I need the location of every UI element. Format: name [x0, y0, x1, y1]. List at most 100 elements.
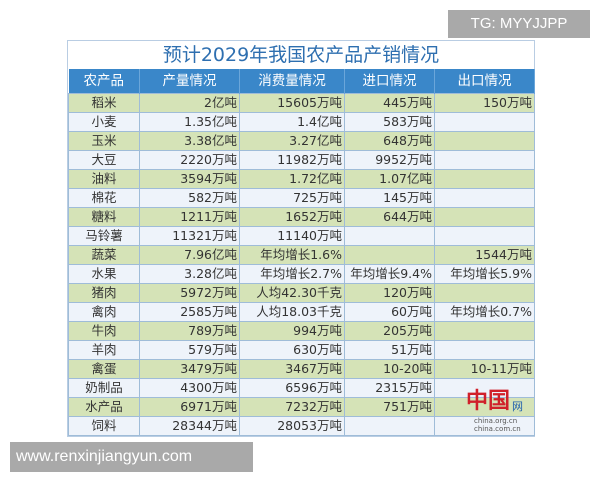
- value-cell: 10-20吨: [344, 359, 435, 379]
- table-title: 预计2029年我国农产品产销情况: [162, 44, 440, 66]
- product-name-cell: 蔬菜: [68, 245, 140, 265]
- product-name-cell: 小麦: [68, 112, 140, 132]
- value-cell: 1.35亿吨: [139, 112, 240, 132]
- value-cell: 5972万吨: [139, 283, 240, 303]
- value-cell: [434, 340, 535, 360]
- product-name-cell: 油料: [68, 169, 140, 189]
- value-cell: 11140万吨: [239, 226, 345, 246]
- produce-table-card: 预计2029年我国农产品产销情况 农产品 产量情况 消费量情况 进口情况 出口情况 稻米…: [67, 40, 535, 437]
- value-cell: 150万吨: [434, 93, 535, 113]
- table-row: 糖料 1211万吨 1652万吨 644万吨: [68, 207, 535, 227]
- value-cell: [434, 226, 535, 246]
- product-name-cell: 奶制品: [68, 378, 140, 398]
- value-cell: 994万吨: [239, 321, 345, 341]
- value-cell: 年均增长2.7%: [239, 264, 345, 284]
- value-cell: 648万吨: [344, 131, 435, 151]
- value-cell: 人均18.03千克: [239, 302, 345, 322]
- column-header: 消费量情况: [239, 69, 345, 94]
- value-cell: 4300万吨: [139, 378, 240, 398]
- value-cell: 9952万吨: [344, 150, 435, 170]
- value-cell: 3.38亿吨: [139, 131, 240, 151]
- logo-url: china.com.cn: [474, 425, 521, 433]
- column-header: 进口情况: [344, 69, 435, 94]
- product-name-cell: 禽肉: [68, 302, 140, 322]
- value-cell: 年均增长9.4%: [344, 264, 435, 284]
- product-name-cell: 棉花: [68, 188, 140, 208]
- value-cell: 1.4亿吨: [239, 112, 345, 132]
- value-cell: 7232万吨: [239, 397, 345, 417]
- product-name-cell: 大豆: [68, 150, 140, 170]
- value-cell: 11982万吨: [239, 150, 345, 170]
- table-row: 小麦 1.35亿吨 1.4亿吨 583万吨: [68, 112, 535, 132]
- value-cell: 6971万吨: [139, 397, 240, 417]
- watermark-top: TG: MYYJJPP: [448, 10, 590, 38]
- value-cell: [434, 112, 535, 132]
- table-row: 棉花 582万吨 725万吨 145万吨: [68, 188, 535, 208]
- table-row: 水产品 6971万吨 7232万吨 751万吨: [68, 397, 535, 417]
- value-cell: 51万吨: [344, 340, 435, 360]
- value-cell: [434, 416, 535, 436]
- product-name-cell: 玉米: [68, 131, 140, 151]
- product-name-cell: 稻米: [68, 93, 140, 113]
- value-cell: [434, 207, 535, 227]
- value-cell: [434, 397, 535, 417]
- value-cell: 1652万吨: [239, 207, 345, 227]
- column-header: 产量情况: [139, 69, 240, 94]
- table-row: 禽蛋 3479万吨 3467万吨 10-20吨 10-11万吨: [68, 359, 535, 379]
- value-cell: 579万吨: [139, 340, 240, 360]
- value-cell: [434, 378, 535, 398]
- value-cell: 60万吨: [344, 302, 435, 322]
- header-row: 农产品 产量情况 消费量情况 进口情况 出口情况: [68, 69, 535, 94]
- table-row: 油料 3594万吨 1.72亿吨 1.07亿吨: [68, 169, 535, 189]
- column-header: 农产品: [68, 69, 140, 94]
- column-header: 出口情况: [434, 69, 535, 94]
- table-row: 蔬菜 7.96亿吨 年均增长1.6% 1544万吨: [68, 245, 535, 265]
- value-cell: 年均增长5.9%: [434, 264, 535, 284]
- product-name-cell: 牛肉: [68, 321, 140, 341]
- value-cell: 2亿吨: [139, 93, 240, 113]
- table-row: 奶制品 4300万吨 6596万吨 2315万吨: [68, 378, 535, 398]
- value-cell: 人均42.30千克: [239, 283, 345, 303]
- value-cell: 7.96亿吨: [139, 245, 240, 265]
- value-cell: 3467万吨: [239, 359, 345, 379]
- product-name-cell: 羊肉: [68, 340, 140, 360]
- logo-url: china.org.cn: [474, 417, 518, 425]
- product-name-cell: 马铃薯: [68, 226, 140, 246]
- value-cell: [344, 416, 435, 436]
- product-name-cell: 糖料: [68, 207, 140, 227]
- table-row: 玉米 3.38亿吨 3.27亿吨 648万吨: [68, 131, 535, 151]
- table-row: 水果 3.28亿吨 年均增长2.7% 年均增长9.4% 年均增长5.9%: [68, 264, 535, 284]
- table-row: 猪肉 5972万吨 人均42.30千克 120万吨: [68, 283, 535, 303]
- value-cell: 789万吨: [139, 321, 240, 341]
- value-cell: [434, 188, 535, 208]
- product-name-cell: 饲料: [68, 416, 140, 436]
- value-cell: [434, 169, 535, 189]
- value-cell: 3479万吨: [139, 359, 240, 379]
- value-cell: [434, 321, 535, 341]
- value-cell: 445万吨: [344, 93, 435, 113]
- value-cell: 6596万吨: [239, 378, 345, 398]
- value-cell: 10-11万吨: [434, 359, 535, 379]
- value-cell: 644万吨: [344, 207, 435, 227]
- value-cell: 年均增长1.6%: [239, 245, 345, 265]
- product-name-cell: 禽蛋: [68, 359, 140, 379]
- value-cell: 3.28亿吨: [139, 264, 240, 284]
- value-cell: 28344万吨: [139, 416, 240, 436]
- value-cell: 630万吨: [239, 340, 345, 360]
- value-cell: 1544万吨: [434, 245, 535, 265]
- value-cell: 3594万吨: [139, 169, 240, 189]
- watermark-bottom: www.renxinjiangyun.com: [10, 442, 253, 472]
- value-cell: 120万吨: [344, 283, 435, 303]
- value-cell: [434, 150, 535, 170]
- product-name-cell: 水果: [68, 264, 140, 284]
- value-cell: 年均增长0.7%: [434, 302, 535, 322]
- value-cell: 11321万吨: [139, 226, 240, 246]
- produce-table: 农产品 产量情况 消费量情况 进口情况 出口情况 稻米 2亿吨 15605万吨 445万吨 15…: [68, 69, 535, 436]
- logo-net: 网: [512, 400, 524, 413]
- table-row: 羊肉 579万吨 630万吨 51万吨: [68, 340, 535, 360]
- value-cell: 2315万吨: [344, 378, 435, 398]
- value-cell: 725万吨: [239, 188, 345, 208]
- value-cell: [434, 283, 535, 303]
- product-name-cell: 猪肉: [68, 283, 140, 303]
- value-cell: [434, 131, 535, 151]
